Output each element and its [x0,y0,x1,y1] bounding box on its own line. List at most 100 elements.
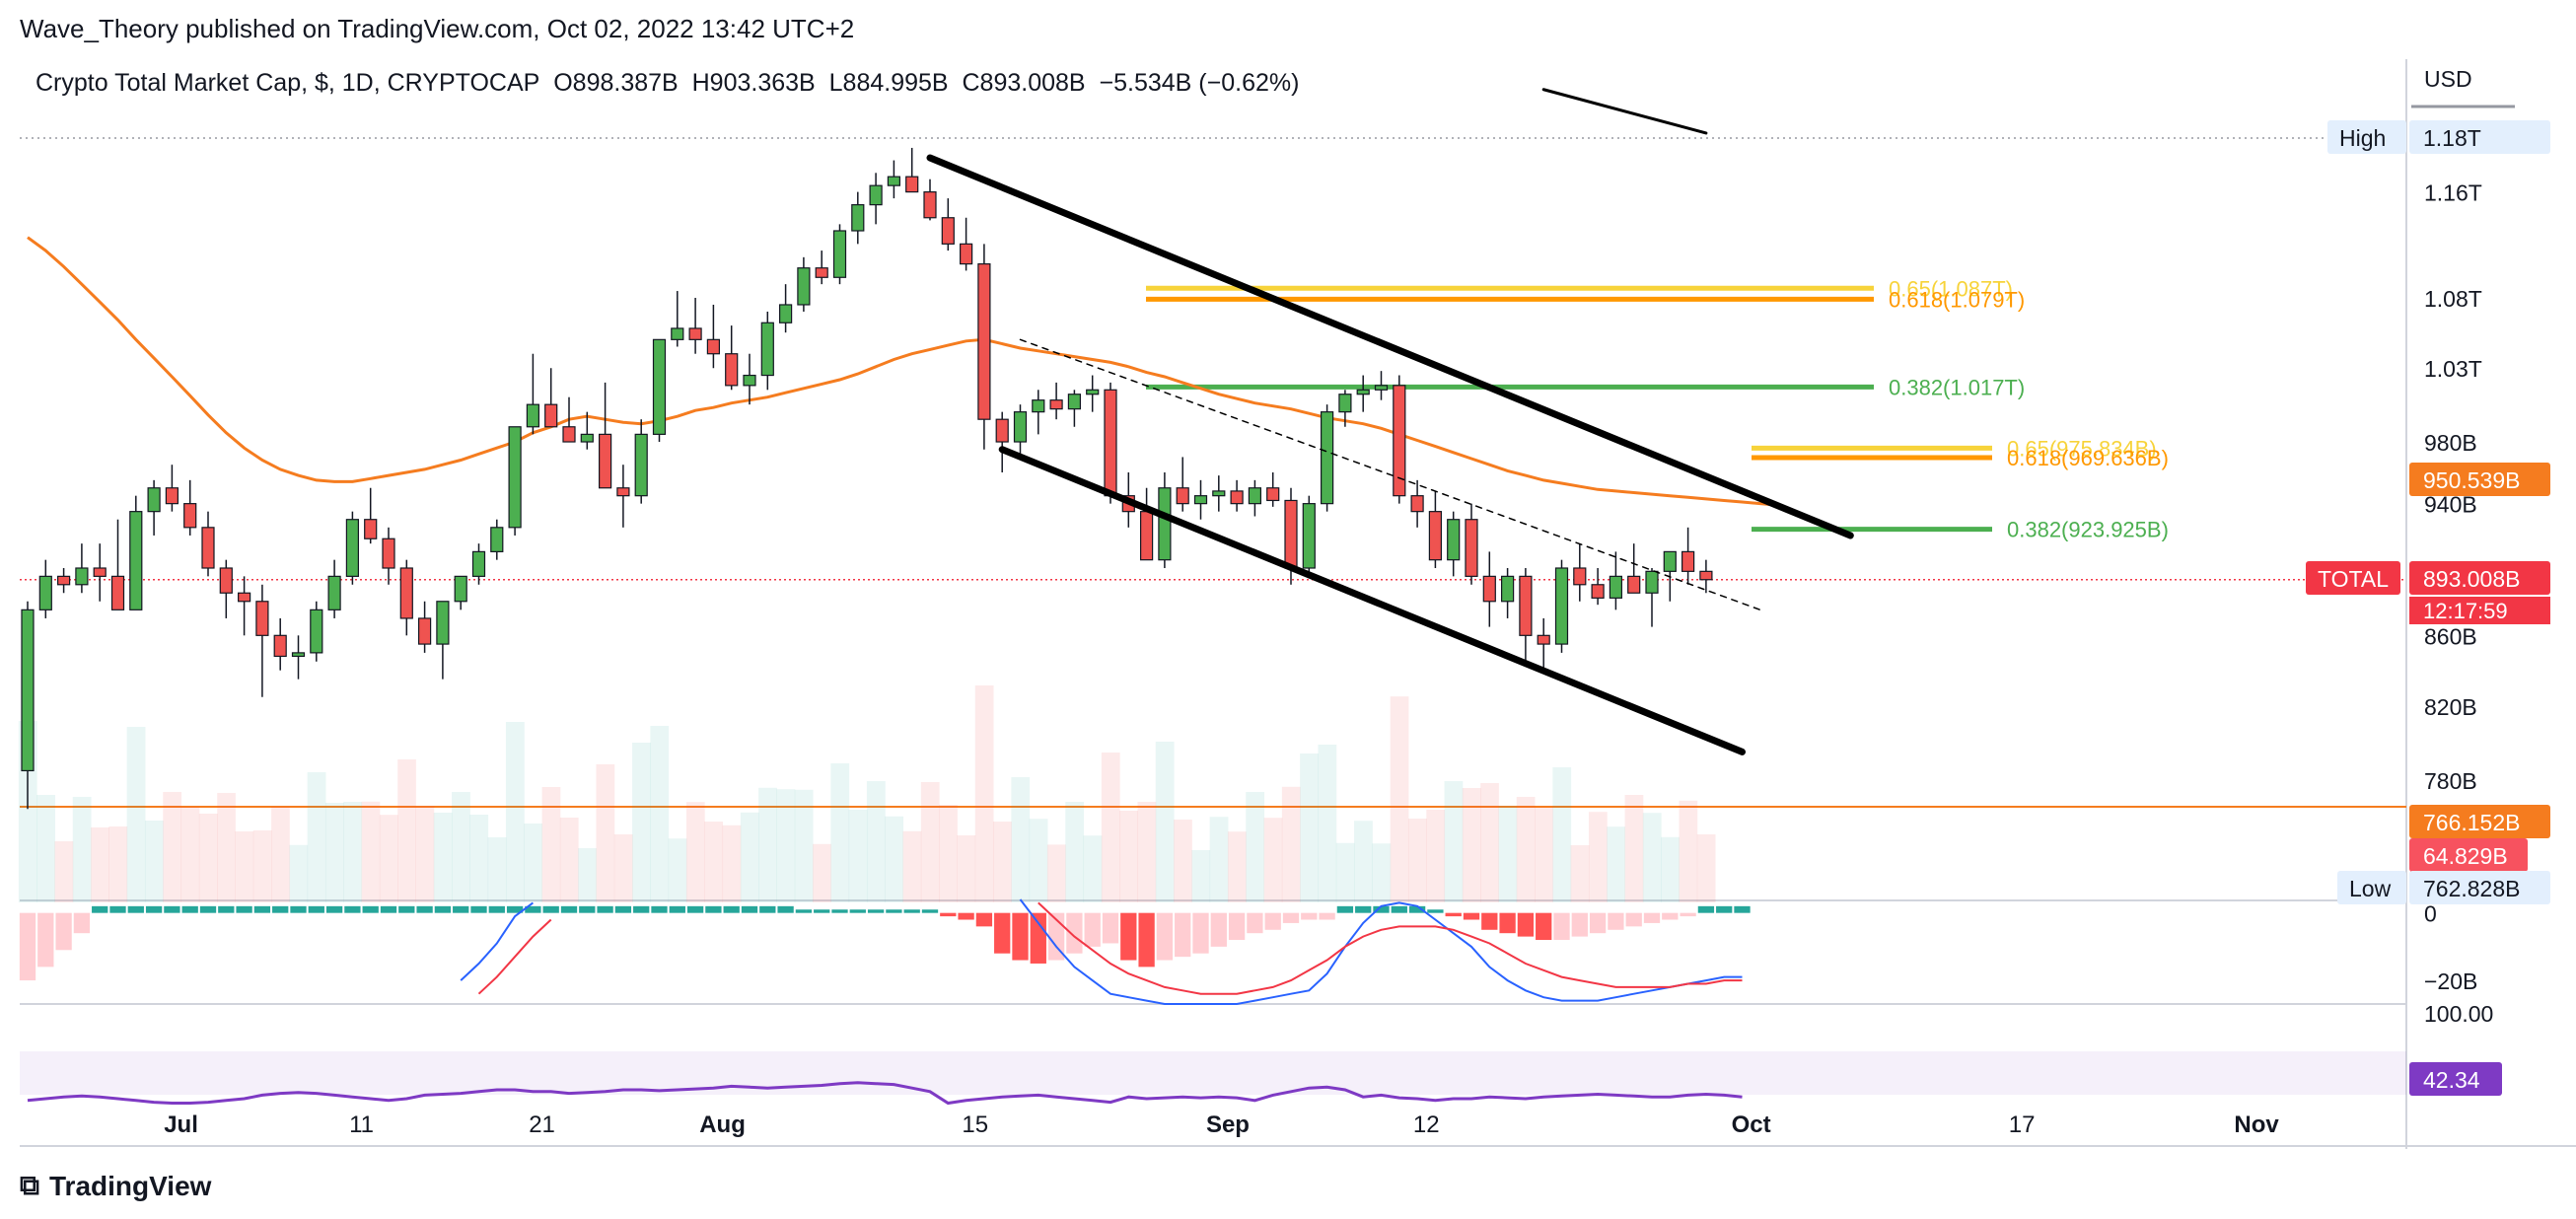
macd-hist-bar [686,905,704,913]
volume-bar [126,727,146,902]
candle-body [887,176,901,186]
macd-hist-bar [1138,912,1155,968]
macd-hist-bar [1463,912,1480,920]
volume-bar [1426,810,1446,902]
change-value: −5.534B (−0.62%) [1099,69,1300,97]
volume-bar [920,782,940,902]
candle-body [1104,389,1117,497]
candle-body [1338,394,1352,413]
macd-hist-bar [1391,905,1407,913]
volume-bar [704,822,724,902]
macd-hist-bar [145,905,163,913]
volume-bar [343,802,363,902]
macd-hist-bar [814,909,830,913]
macd-hist-bar [1680,912,1696,917]
volume-bar [885,816,904,902]
rsi-band [20,1051,2406,1095]
candle [508,426,522,536]
macd-hist-bar [1156,912,1174,961]
volume-bar [1191,850,1211,902]
ma-badge: 950.539B [2423,467,2520,493]
time-tick-label: Oct [1732,1111,1771,1138]
macd-hist-bar [164,905,180,913]
symbol-name[interactable]: Crypto Total Market Cap, $, 1D, CRYPTOCA… [36,69,540,97]
candle [1573,543,1587,602]
candle [760,311,774,391]
candle-body [797,267,811,306]
candle [1086,375,1100,412]
candle-body [1230,490,1244,505]
candle [399,559,413,636]
candle-body [1067,394,1082,410]
volume-bar [1354,821,1373,902]
candle-body [1663,550,1677,572]
candle [201,511,215,577]
volume-bar [415,806,435,902]
candle-body [1554,567,1569,645]
countdown-bg [2409,597,2550,624]
candle [273,617,287,671]
time-tick-label: 11 [349,1111,374,1138]
candle [471,543,486,585]
macd-hist-bar [1517,912,1535,937]
tradingview-footer[interactable]: ⧉ TradingView [20,1170,211,1202]
candle-body [977,263,991,420]
macd-hist-bar [1499,912,1516,934]
volume-bar [1498,806,1518,902]
macd-hist-bar [669,905,685,913]
rsi-pane: 100.00 42.34 [20,1001,2502,1106]
volume-bar [794,789,814,902]
candle [1104,382,1117,504]
volume-bar [252,830,272,902]
volume-bar [1480,783,1499,902]
candle [1627,543,1641,594]
volume-bar [1335,842,1355,902]
candle [1176,457,1189,512]
trendlines [926,88,1854,755]
candle-body [273,634,287,658]
macd-hist-bar [1301,912,1318,920]
volume-bar [144,821,164,902]
macd-hist-bar [272,905,289,913]
candle [1609,551,1623,610]
fib-label: 0.618(1.079T) [1889,287,2025,312]
candle [1465,503,1478,585]
macd-hist-bar [19,912,36,981]
candle [869,173,883,225]
volume-bar [668,838,687,902]
candle [110,519,125,610]
candle [1681,527,1695,585]
candle [1500,567,1515,618]
volume-bar [957,835,976,902]
low-badge: 762.828B [2423,876,2520,901]
candle [418,601,432,653]
macd-hist-bar [975,912,993,927]
candle-body [526,403,540,428]
candle [562,396,576,443]
high-badge: 1.18T [2423,125,2481,151]
candle [995,411,1009,473]
candle [129,495,143,610]
price-tick-label: 820B [2424,694,2477,720]
candle [1067,390,1082,427]
high-tag-bg [2327,120,2406,154]
volume-bar [163,792,182,902]
candle [797,256,811,312]
macd-hist-bar [597,905,613,913]
macd-hist-bar [921,909,939,913]
support-badge-bg [2409,805,2550,838]
volume-bar [1516,797,1536,902]
candle-body [418,617,432,645]
macd-hist-bar [127,905,144,913]
candle [255,584,269,697]
volume-bar [72,797,92,902]
candle-body [1320,411,1334,505]
volume-bar [596,764,615,902]
candles [21,147,1713,810]
macd-hist-bar [416,905,433,913]
candle-body [310,609,323,654]
candle-body [1465,519,1478,577]
candle-body [436,601,450,645]
candle-body [544,403,558,428]
